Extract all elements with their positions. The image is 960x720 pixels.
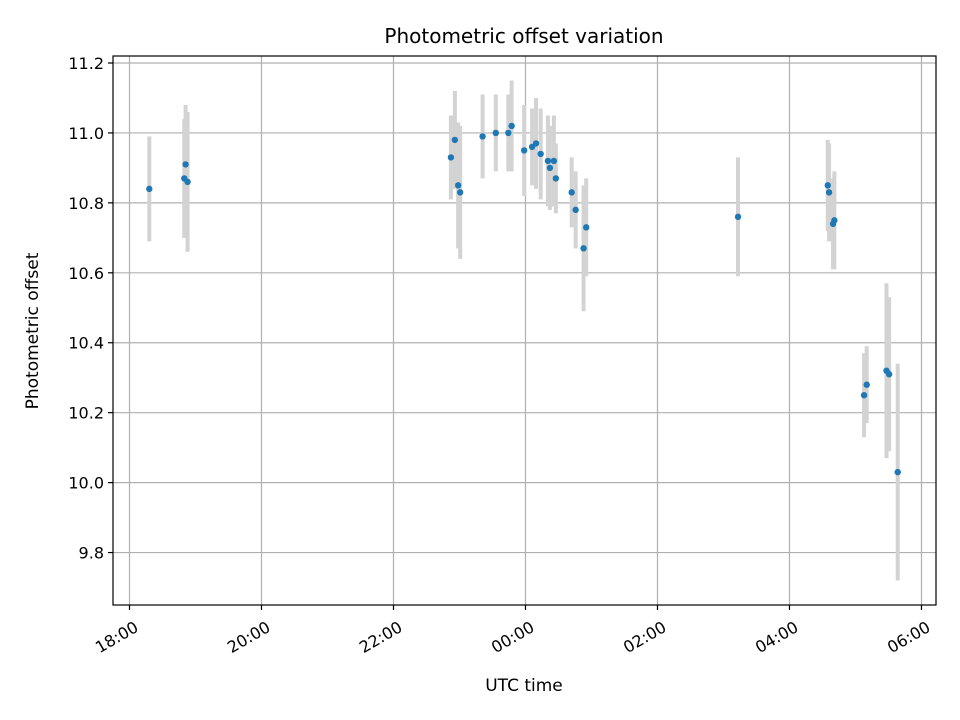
data-point bbox=[447, 154, 455, 161]
data-point bbox=[572, 206, 579, 214]
data-point bbox=[492, 129, 499, 137]
data-point bbox=[552, 175, 560, 182]
data-point bbox=[184, 178, 191, 186]
data-point bbox=[885, 371, 893, 378]
data-point bbox=[825, 189, 833, 196]
x-axis-title: UTC time bbox=[485, 676, 563, 696]
data-point bbox=[550, 157, 558, 165]
y-tick-label: 10.2 bbox=[68, 404, 104, 423]
data-point bbox=[505, 129, 512, 137]
y-axis-ticks: 9.8 10.0 10.2 10.4 10.6 10.8 11.0 11.2 bbox=[68, 54, 113, 563]
data-point bbox=[580, 245, 587, 252]
data-point bbox=[863, 381, 870, 388]
data-point bbox=[544, 157, 552, 165]
data-point bbox=[537, 150, 544, 158]
data-point bbox=[860, 391, 868, 399]
data-point bbox=[734, 213, 742, 221]
data-point bbox=[451, 136, 459, 144]
data-point bbox=[831, 217, 838, 224]
data-point bbox=[479, 133, 486, 140]
data-point bbox=[824, 182, 831, 189]
data-point bbox=[583, 224, 590, 231]
data-point bbox=[456, 189, 464, 196]
y-tick-label: 10.8 bbox=[68, 194, 104, 213]
data-point bbox=[146, 185, 153, 193]
y-tick-label: 11.0 bbox=[68, 124, 104, 143]
data-point bbox=[508, 122, 515, 130]
y-tick-label: 11.2 bbox=[68, 54, 104, 73]
data-point bbox=[454, 182, 462, 189]
plot-frame bbox=[112, 55, 937, 606]
y-axis-title: Photometric offset bbox=[23, 252, 43, 409]
data-point bbox=[894, 468, 901, 476]
data-point bbox=[520, 147, 528, 154]
point-layer bbox=[146, 122, 901, 476]
y-tick-label: 10.4 bbox=[68, 334, 104, 353]
y-tick-label: 10.0 bbox=[68, 474, 104, 493]
data-point bbox=[546, 164, 554, 172]
data-point bbox=[568, 189, 575, 196]
data-point bbox=[182, 161, 189, 168]
y-tick-label: 9.8 bbox=[79, 544, 104, 563]
y-tick-label: 10.6 bbox=[68, 264, 104, 283]
chart-title: Photometric offset variation bbox=[384, 24, 663, 48]
data-point bbox=[532, 140, 540, 147]
